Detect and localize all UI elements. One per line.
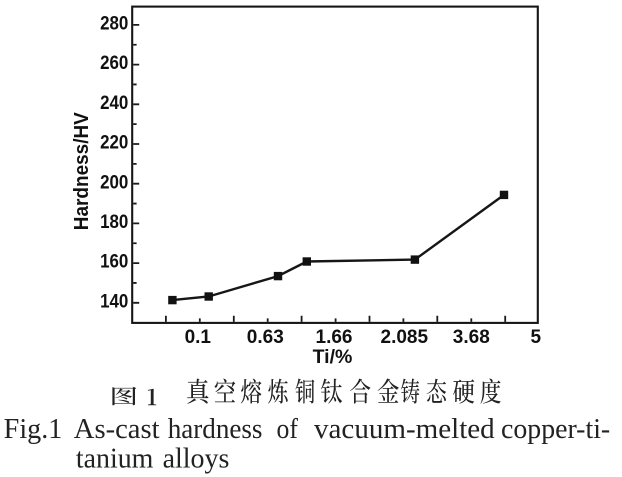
svg-text:2.085: 2.085: [381, 327, 429, 348]
svg-text:alloys: alloys: [163, 444, 230, 475]
svg-text:260: 260: [100, 53, 128, 74]
svg-text:copper-ti-: copper-ti-: [501, 414, 610, 445]
svg-text:220: 220: [100, 133, 128, 154]
svg-text:1.66: 1.66: [316, 327, 353, 348]
svg-text:vacuum-melted: vacuum-melted: [314, 414, 495, 445]
svg-text:200: 200: [100, 172, 128, 193]
svg-text:140: 140: [100, 291, 128, 312]
svg-text:Fig.1: Fig.1: [4, 414, 63, 445]
svg-text:tanium: tanium: [76, 444, 154, 475]
svg-text:5: 5: [531, 327, 542, 348]
svg-text:0.63: 0.63: [247, 327, 284, 348]
svg-text:of: of: [277, 414, 299, 445]
svg-text:As-cast: As-cast: [74, 414, 160, 445]
svg-text:280: 280: [100, 14, 128, 35]
svg-text:Ti/%: Ti/%: [313, 346, 353, 368]
svg-text:3.68: 3.68: [453, 327, 490, 348]
svg-text:160: 160: [100, 252, 128, 273]
svg-text:hardness: hardness: [168, 414, 263, 445]
svg-text:240: 240: [100, 93, 128, 114]
svg-text:180: 180: [100, 212, 128, 233]
svg-text:Hardness/HV: Hardness/HV: [70, 112, 93, 230]
svg-text:0.1: 0.1: [185, 327, 212, 348]
